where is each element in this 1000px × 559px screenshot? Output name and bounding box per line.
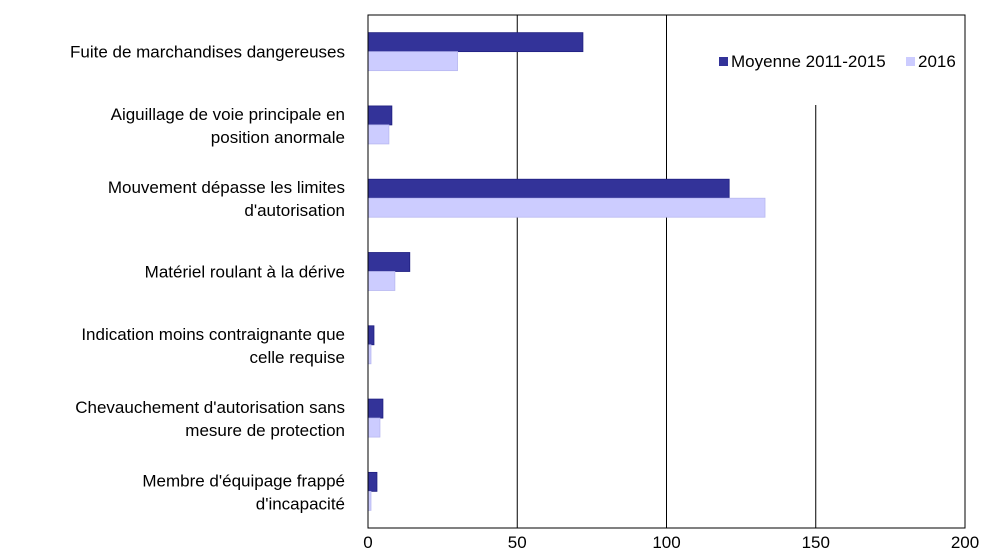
bar-2016 (367, 197, 766, 218)
category-label: celle requise (250, 348, 345, 367)
category-label: mesure de protection (185, 421, 345, 440)
x-tick-labels: 0 50 100 150 200 (363, 533, 979, 552)
x-tick-label: 0 (363, 533, 372, 552)
category-labels: Fuite de marchandises dangereuses Aiguill… (70, 43, 345, 514)
x-tick-label: 200 (951, 533, 979, 552)
category-label: Aiguillage de voie principale en (111, 105, 345, 124)
bar-2016 (367, 51, 458, 72)
legend: Moyenne 2011-2015 2016 (700, 16, 964, 104)
category-label: Indication moins contraignante que (81, 325, 345, 344)
legend-background (700, 16, 964, 104)
category-label: d'incapacité (256, 494, 345, 513)
bar-moyenne (367, 325, 375, 346)
category-label: Matériel roulant à la dérive (145, 263, 345, 282)
category-label: Chevauchement d'autorisation sans (75, 398, 345, 417)
legend-swatch-moyenne (719, 57, 728, 66)
category-label: Fuite de marchandises dangereuses (70, 43, 345, 62)
bar-2016 (367, 271, 396, 291)
bar-moyenne (367, 471, 378, 492)
bars (367, 32, 766, 511)
x-tick-label: 100 (652, 533, 680, 552)
category-label: Membre d'équipage frappé (142, 471, 345, 490)
bar-moyenne (367, 178, 730, 199)
x-tick-label: 50 (508, 533, 527, 552)
bar-2016 (367, 124, 390, 145)
legend-label-2016: 2016 (918, 52, 956, 71)
bar-moyenne (367, 105, 393, 126)
plot-area-border (367, 14, 966, 529)
bar-moyenne (367, 252, 411, 272)
category-label: d'autorisation (244, 201, 345, 220)
category-label: position anormale (211, 128, 345, 147)
bar-moyenne (367, 398, 384, 419)
x-tick-label: 150 (802, 533, 830, 552)
legend-swatch-2016 (906, 57, 915, 66)
legend-label-moyenne: Moyenne 2011-2015 (731, 52, 886, 71)
bar-moyenne (367, 32, 584, 53)
gridlines (516, 15, 817, 528)
bar-2016 (367, 417, 381, 438)
category-label: Mouvement dépasse les limites (108, 178, 345, 197)
